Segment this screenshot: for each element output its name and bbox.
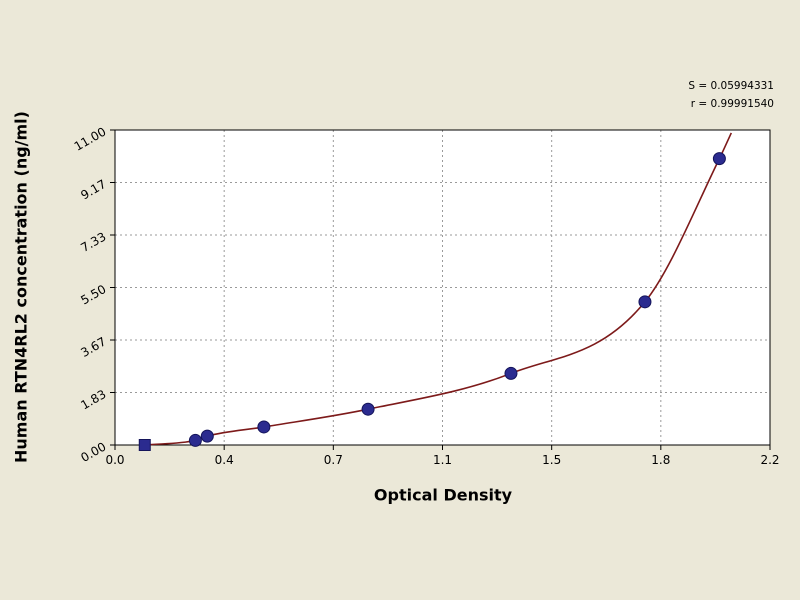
fit-statistics: S = 0.05994331 r = 0.99991540 <box>688 78 774 114</box>
y-tick-label: 0.00 <box>78 439 108 464</box>
y-axis-title: Human RTN4RL2 concentration (ng/ml) <box>11 111 31 463</box>
data-points <box>138 152 726 451</box>
x-tick-label: 1.8 <box>651 453 670 467</box>
x-tick-label: 0.0 <box>105 453 124 467</box>
x-tick-label: 0.7 <box>324 453 343 467</box>
data-point <box>638 295 652 309</box>
y-tick-label: 11.00 <box>72 124 109 153</box>
x-axis-title: Optical Density <box>373 485 513 505</box>
fit-standard-error: S = 0.05994331 <box>688 80 774 92</box>
data-point <box>257 420 271 434</box>
data-point <box>200 429 214 443</box>
data-point <box>504 366 518 380</box>
y-tick-label: 5.50 <box>78 282 108 307</box>
x-tick-label: 1.1 <box>433 453 452 467</box>
y-tick-label: 3.67 <box>78 334 108 359</box>
data-point <box>188 433 202 447</box>
y-tick-label: 9.17 <box>78 177 108 202</box>
data-point <box>138 439 151 451</box>
y-tick-label: 1.83 <box>78 387 108 412</box>
y-tick-label: 7.33 <box>78 229 108 254</box>
data-point <box>361 402 375 416</box>
x-tick-label: 0.4 <box>215 453 234 467</box>
x-tick-label: 1.5 <box>542 453 561 467</box>
fit-correlation: r = 0.99991540 <box>690 97 774 110</box>
x-tick-label: 2.2 <box>760 453 779 467</box>
data-point <box>712 152 726 166</box>
